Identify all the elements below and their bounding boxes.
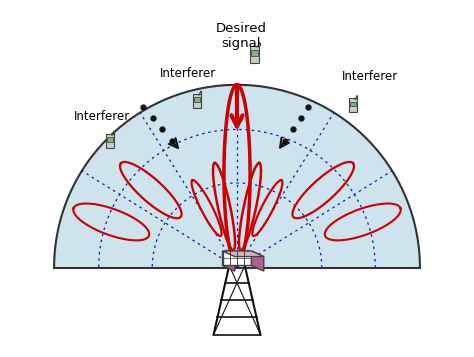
Bar (350, 102, 356, 106)
Polygon shape (222, 251, 235, 271)
Bar (222, 251, 252, 266)
Bar (252, 50, 258, 56)
Polygon shape (252, 251, 264, 271)
Bar (349, 99, 357, 112)
Text: Interferer: Interferer (74, 110, 130, 123)
Bar (106, 134, 114, 148)
Polygon shape (222, 251, 264, 257)
Text: Interferer: Interferer (160, 67, 216, 80)
Bar (107, 137, 113, 142)
Bar (194, 97, 200, 102)
Text: Interferer: Interferer (342, 70, 398, 82)
Bar (250, 46, 259, 62)
Bar (193, 94, 201, 108)
Text: Desired
signal: Desired signal (216, 22, 267, 50)
Polygon shape (54, 85, 420, 268)
